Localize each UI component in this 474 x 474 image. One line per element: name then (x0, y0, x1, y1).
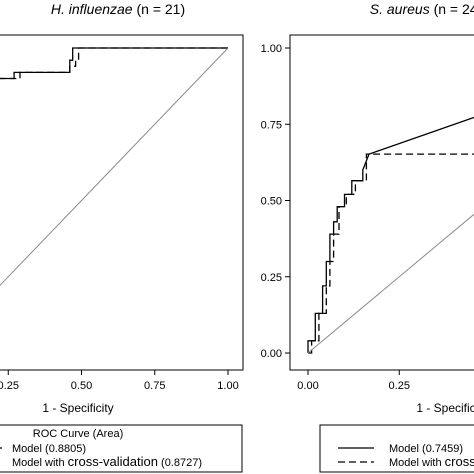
model-roc-line (307, 116, 474, 353)
legend-entry-label: Model (0.7459) (389, 443, 463, 455)
legend-entry-label: Model with cross-validation (389, 454, 474, 469)
plot-frame (289, 34, 474, 371)
legend-box (319, 424, 474, 473)
reference-diagonal-line (0, 47, 229, 287)
legend-title: ROC Curve (Area) (33, 428, 123, 440)
x-tick-label: 1.00 (217, 380, 238, 392)
legend-entry-prefix: Model (389, 443, 419, 455)
cross-validation-roc-line (0, 47, 228, 80)
chart-title-n: (n = 21) (133, 1, 186, 17)
y-tick-label: 0.00 (261, 348, 282, 360)
chart-title-n: (n = 24) (430, 1, 474, 17)
legend-entry-label: Model with cross-validation (0.8727) (12, 454, 202, 469)
model-roc-line (0, 47, 228, 80)
legend-entry-prefix: Model with (12, 457, 68, 469)
legend-entry-main: cross-validation (68, 454, 158, 469)
y-tick-label: 1.00 (261, 43, 282, 55)
x-tick-label: 0.25 (389, 380, 410, 392)
legend-entry-prefix: Model (12, 443, 42, 455)
chart-title: S. aureus (n = 24) (370, 1, 474, 17)
x-axis-label: 1 - Specificity (416, 401, 474, 415)
y-tick-label: 0.75 (261, 119, 282, 131)
legend-entry-prefix: Model with (389, 457, 445, 469)
chart-title-organism: S. aureus (370, 1, 430, 17)
legend-entry-label: Model (0.8805) (12, 443, 86, 455)
x-tick-label: 0.25 (0, 380, 19, 392)
legend-box (0, 424, 243, 473)
chart-title: H. influenzae (n = 21) (51, 1, 185, 17)
chart-title-organism: H. influenzae (51, 1, 133, 17)
y-tick-label: 0.50 (261, 196, 282, 208)
cross-validation-roc-line (308, 153, 474, 354)
legend-entry-value: (0.7459) (419, 443, 463, 455)
plot-frame (0, 34, 244, 371)
x-tick-label: 0.00 (297, 380, 318, 392)
x-tick-label: 0.75 (144, 380, 165, 392)
series-group (307, 116, 474, 354)
legend-entry-main: cross-validation (445, 454, 474, 469)
legend-entry-value: (0.8727) (158, 457, 202, 469)
roc-panel-2: S. aureus (n = 24) 0.00 0.25 0.50 0.00 0.25 0.… (261, 1, 474, 473)
y-tick-label: 0.25 (261, 272, 282, 284)
roc-panel-1: H. influenzae (n = 21) 0.25 0.50 0.75 1.00 1 … (0, 1, 244, 473)
legend-entry-value: (0.8805) (42, 443, 86, 455)
x-axis-label: 1 - Specificity (42, 401, 113, 415)
x-tick-label: 0.50 (71, 380, 92, 392)
series-group (0, 47, 229, 287)
reference-diagonal-line (307, 213, 474, 354)
